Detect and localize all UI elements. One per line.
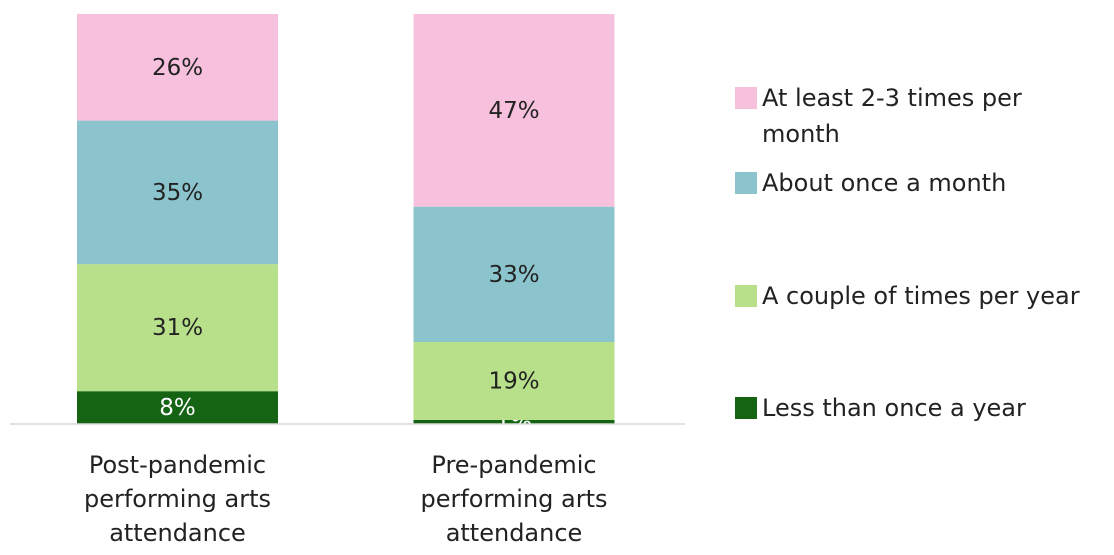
x-tick-label: Pre-pandemic performing arts attendance bbox=[420, 451, 608, 547]
bar-segment bbox=[77, 391, 278, 424]
value-label: 26% bbox=[152, 55, 203, 81]
legend-label: Less than once a year bbox=[762, 394, 1026, 422]
bar-segment bbox=[413, 419, 615, 424]
legend-item: Less than once a year bbox=[735, 390, 1090, 426]
value-label: 33% bbox=[488, 262, 539, 288]
value-label: 8% bbox=[159, 395, 196, 421]
legend-label: About once a month bbox=[762, 169, 1007, 197]
bar-segment bbox=[413, 342, 615, 420]
x-tick-label: Post-pandemic performing arts attendance bbox=[83, 451, 272, 547]
bar-segment bbox=[77, 14, 278, 121]
bar-segment bbox=[77, 264, 278, 392]
bar-segment bbox=[413, 206, 615, 342]
legend-label: A couple of times per year bbox=[762, 282, 1080, 310]
legend-item: A couple of times per year bbox=[735, 278, 1090, 314]
legend-item: At least 2-3 times per month bbox=[735, 80, 1090, 152]
bar-segment bbox=[413, 14, 615, 207]
legend-swatch bbox=[735, 172, 757, 194]
value-label: 19% bbox=[488, 368, 539, 394]
bar-segment bbox=[77, 120, 278, 265]
legend-swatch bbox=[735, 285, 757, 307]
legend-swatch bbox=[735, 397, 757, 419]
value-label: 31% bbox=[152, 315, 203, 341]
legend-item: About once a month bbox=[735, 165, 1090, 201]
legend-swatch bbox=[735, 87, 757, 109]
value-label: 35% bbox=[152, 180, 203, 206]
legend-label: At least 2-3 times per month bbox=[762, 84, 1022, 148]
value-label: 47% bbox=[488, 98, 539, 124]
